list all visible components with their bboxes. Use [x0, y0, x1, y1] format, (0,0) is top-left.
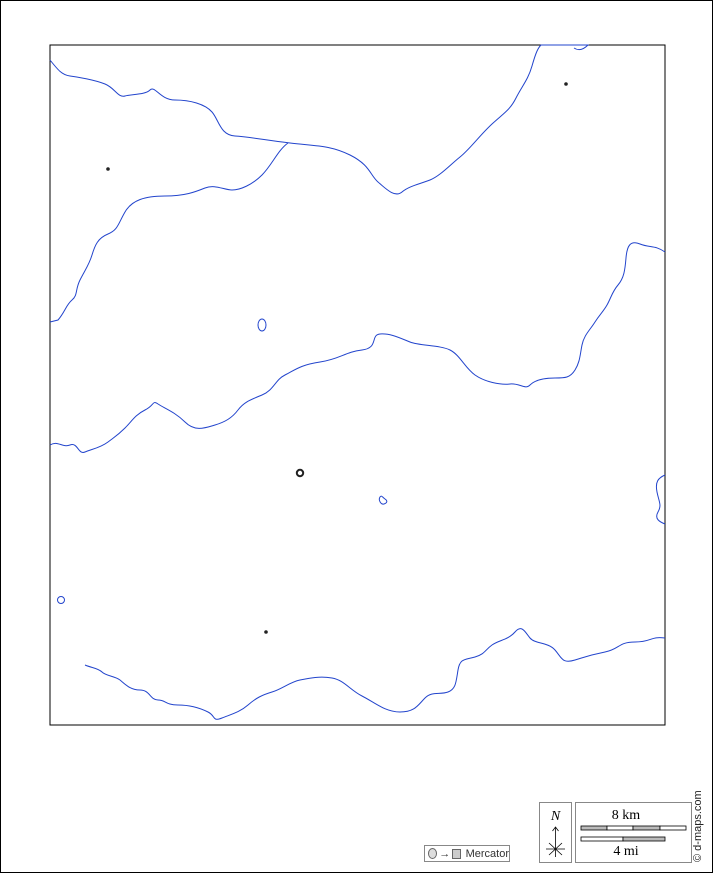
scale-mi-label: 4 mi — [613, 844, 639, 859]
river-north — [49, 44, 590, 195]
river-branch — [49, 142, 289, 323]
town-dot — [264, 630, 268, 634]
capital-marker — [295, 468, 305, 478]
river-middle — [49, 242, 666, 453]
scale-bar: 8 km 4 mi — [575, 802, 692, 863]
rivers — [49, 44, 666, 720]
town-dot — [106, 167, 110, 171]
credit-text: © d-maps.com — [692, 790, 704, 862]
north-arrow: N — [539, 802, 572, 863]
lake-1 — [257, 318, 267, 332]
towns — [106, 82, 568, 634]
north-label: N — [550, 809, 561, 824]
lake-2 — [378, 495, 388, 505]
projection-legend: → Mercator — [424, 845, 510, 862]
lake-3 — [57, 596, 65, 604]
arrow-icon: → — [439, 847, 451, 860]
town-dot — [564, 82, 568, 86]
river-east-fragment — [655, 474, 666, 525]
square-icon — [452, 848, 461, 859]
circle-icon — [428, 848, 438, 859]
scale-graphic — [580, 825, 687, 842]
river-south — [84, 628, 666, 720]
map-frame — [49, 44, 666, 726]
projection-label: Mercator — [465, 847, 509, 860]
scale-km-label: 8 km — [611, 808, 641, 823]
compass-icon — [546, 826, 565, 857]
